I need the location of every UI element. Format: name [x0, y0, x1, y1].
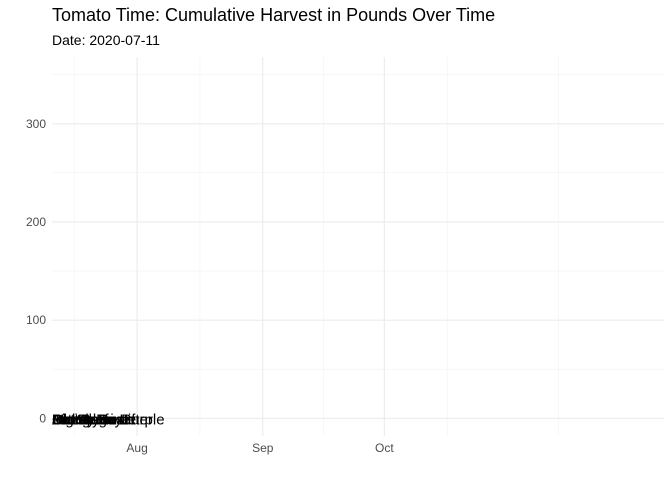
chart-title: Tomato Time: Cumulative Harvest in Pound…	[52, 5, 496, 25]
gridlines	[52, 57, 664, 436]
series-label: Better Boy	[52, 411, 123, 428]
series-label: Brandywine	[52, 411, 130, 428]
y-tick-label: 0	[39, 411, 46, 425]
series-label: Bonny Best	[52, 411, 130, 428]
series-label: Amish Paste	[52, 411, 136, 428]
y-tick-label: 100	[26, 313, 46, 327]
series-label: Jet Star	[52, 411, 104, 428]
y-tick-label: 200	[26, 215, 46, 229]
y-tick-label: 300	[26, 117, 46, 131]
series-label: Big Beef	[52, 411, 110, 428]
y-axis-ticks: 0 100 200 300	[26, 117, 46, 426]
chart-subtitle: Date: 2020-07-11	[52, 32, 160, 48]
x-tick-label: Aug	[126, 441, 147, 455]
series-label: Old German	[52, 411, 134, 428]
x-tick-label: Oct	[375, 441, 394, 455]
series-label: Cherokee Purple	[52, 411, 165, 428]
x-axis-ticks: Aug Sep Oct	[126, 441, 394, 455]
series-label: Mortgage Lifter	[52, 411, 153, 428]
x-tick-label: Sep	[252, 441, 274, 455]
